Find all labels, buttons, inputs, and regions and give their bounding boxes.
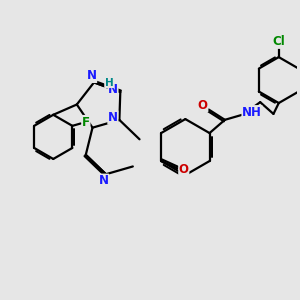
Text: N: N bbox=[108, 82, 118, 95]
Text: N: N bbox=[87, 69, 97, 82]
Text: O: O bbox=[198, 99, 208, 112]
Text: H: H bbox=[105, 77, 113, 88]
Text: Cl: Cl bbox=[272, 35, 285, 48]
Text: F: F bbox=[82, 116, 90, 128]
Text: N: N bbox=[108, 111, 118, 124]
Text: N: N bbox=[99, 174, 109, 187]
Text: O: O bbox=[179, 164, 189, 176]
Text: NH: NH bbox=[242, 106, 262, 119]
